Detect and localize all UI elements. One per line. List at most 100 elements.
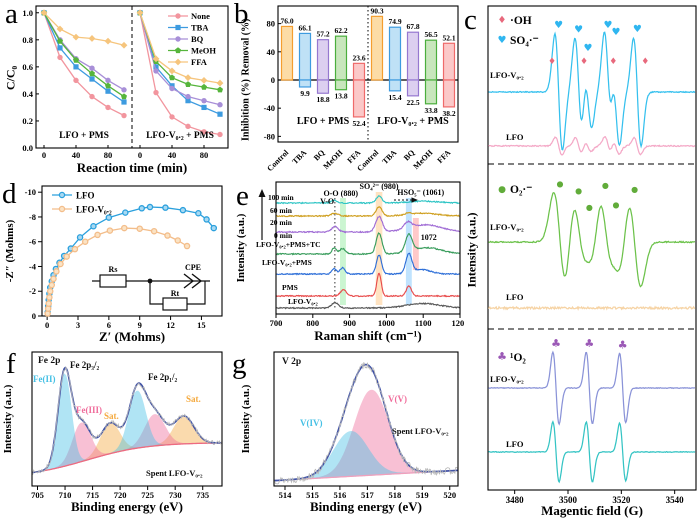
plot-text: -8 (29, 212, 36, 222)
plot-text: 33.8 (424, 106, 437, 115)
plot-text: LFO (506, 439, 524, 449)
plot-text: 52.1 (442, 33, 455, 42)
panel-g-xlabel: Binding energy (eV) (310, 499, 422, 514)
plot-text: TBA (380, 148, 398, 166)
plot-text: 520 (443, 490, 456, 500)
panel-e-ylabel: Intensity (a.u.) (235, 213, 247, 283)
panel-letter-f: f (6, 348, 16, 380)
plot-text: None (191, 11, 210, 21)
plot-text: V(IV) (300, 418, 323, 428)
so4-heart-marker: ♥ (584, 43, 593, 54)
plot-text: 3540 (666, 495, 685, 505)
oh-diamond-marker: ♦ (609, 57, 617, 67)
plot-text: 18.8 (316, 95, 329, 104)
plot-text: 3500 (559, 495, 578, 505)
panel-letter-e: e (236, 180, 249, 212)
plot-text: 730 (169, 490, 182, 500)
plot-text: 66.1 (298, 23, 311, 32)
panel-g: 514 515 516 517 518 519 520 V 2p V(IV) V(V) Spent … (228, 346, 464, 520)
o2-dot-marker: ● (602, 181, 609, 190)
plot-text: 15 (197, 320, 206, 330)
plot-text: 1072 (421, 233, 437, 242)
plot-text: 735 (196, 490, 209, 500)
plot-text: Fe 2p (38, 356, 60, 366)
plot-text: 0.4 (22, 89, 33, 99)
plot-text: LFO-V₀.₂+PMS (262, 258, 312, 267)
plot-text: 710 (59, 490, 72, 500)
plot-text: 0.6 (22, 62, 33, 72)
panel-letter-d: d (2, 178, 17, 210)
so4-heart-marker: ♥ (604, 20, 613, 31)
plot-text: 900 (343, 318, 356, 328)
plot-text: 9 (138, 320, 142, 330)
plot-text: -6 (29, 237, 36, 247)
panel-d-ylabel: -Z″ (Mohms) (4, 219, 16, 283)
plot-text: Rs (109, 265, 118, 274)
plot-text: 700 (270, 318, 283, 328)
plot-text: 22.5 (406, 98, 419, 107)
plot-text: LFO (76, 191, 95, 201)
plot-text: V 2p (282, 357, 301, 367)
plot-text: LFO-V₀.₂ (490, 374, 524, 384)
panel-b-ylabel-removal: Removal (%) (240, 18, 252, 76)
plot-text: LFO (506, 132, 524, 142)
panel-c-ylabel: Intensity (a.u.) (464, 212, 479, 288)
plot-text: 80 (200, 150, 209, 160)
plot-text: 0 min (274, 231, 293, 240)
singlet-o2-club-marker: ♣ (618, 338, 628, 351)
plot-text: 38.2 (442, 109, 455, 118)
o2-dot-marker: ● (586, 203, 593, 212)
plot-text: CPE (185, 263, 201, 272)
plot-text: SO₄·⁻ (510, 35, 539, 47)
plot-text: ·OH (510, 15, 532, 27)
plot-text: 3 (76, 320, 80, 330)
panel-e-xlabel: Raman shift (cm⁻¹) (314, 328, 422, 343)
plot-text: LFO + PMS (59, 131, 109, 141)
plot-text: 20 min (270, 218, 293, 227)
plot-text: 80 (104, 150, 113, 160)
plot-text: 74.9 (388, 17, 401, 26)
plot-text: O₂·⁻ (510, 184, 532, 196)
o2-dot-marker: ● (631, 185, 638, 194)
plot-text: 100 min (268, 193, 294, 202)
plot-text: 13.8 (334, 92, 347, 101)
plot-text: 0.8 (22, 35, 33, 45)
plot-text: 52.4 (352, 119, 365, 128)
plot-text: 515 (306, 490, 319, 500)
plot-text: TBA (191, 23, 209, 33)
plot-text: TBA (290, 148, 308, 166)
plot-text: FFA (435, 148, 452, 165)
plot-text: -2 (29, 286, 36, 296)
o2-dot-marker: ● (575, 186, 582, 195)
plot-text: 0.0 (22, 143, 33, 153)
plot-text: 1100 (415, 318, 432, 328)
plot-text: LFO + PMS (297, 116, 350, 127)
plot-text: 40 (168, 150, 177, 160)
o2-dot-icon: ● (498, 185, 506, 195)
singlet-o2-club-icon: ♣ (497, 350, 507, 363)
plot-text: V-O (320, 197, 334, 206)
plot-text: LFO-V₀.₂ (288, 297, 318, 306)
plot-text: O-O (880) (324, 189, 359, 198)
plot-text: 0 (271, 75, 275, 85)
plot-text: 60 min (270, 206, 293, 215)
plot-text: Spent LFO-V₀.₂ (146, 468, 203, 478)
singlet-o2-club-marker: ♣ (551, 337, 561, 350)
plot-text: -10 (25, 187, 36, 197)
plot-text: 514 (279, 490, 293, 500)
o2-dot-marker: ● (613, 200, 620, 209)
so4-heart-marker: ♥ (612, 27, 621, 38)
plot-text: -4 (29, 261, 37, 271)
panel-b: 80 40 0 -40 -80 76.0 Control 66.1 9.9 TBA 57.2 18.8… (232, 0, 464, 178)
plot-text: LFO-V₀.₂+PMS+TC (256, 240, 321, 249)
panel-letter-c: c (464, 4, 477, 36)
plot-text: 57.2 (316, 30, 329, 39)
plot-text: 40 (72, 150, 81, 160)
panel-d: 0 3 6 9 12 15 0 -2 -4 -6 -8 -10 LFO LFO-V₀.₂ Rs CPE Rt d… (0, 178, 228, 346)
oh-diamond-icon: ♦ (498, 15, 507, 26)
panel-b-ylabel-inhibition: Inhibition (%) (240, 79, 252, 141)
plot-text: 0 (42, 150, 46, 160)
plot-text: 62.2 (334, 26, 347, 35)
plot-text: 0 (138, 150, 142, 160)
